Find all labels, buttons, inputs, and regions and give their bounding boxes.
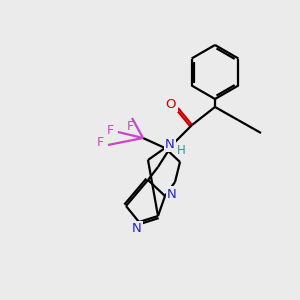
Text: N: N	[132, 223, 142, 236]
Text: O: O	[166, 98, 176, 110]
Text: F: F	[96, 136, 103, 148]
Text: H: H	[177, 145, 185, 158]
Text: N: N	[165, 137, 175, 151]
Text: F: F	[126, 121, 134, 134]
Text: F: F	[106, 124, 114, 136]
Text: N: N	[167, 188, 177, 200]
